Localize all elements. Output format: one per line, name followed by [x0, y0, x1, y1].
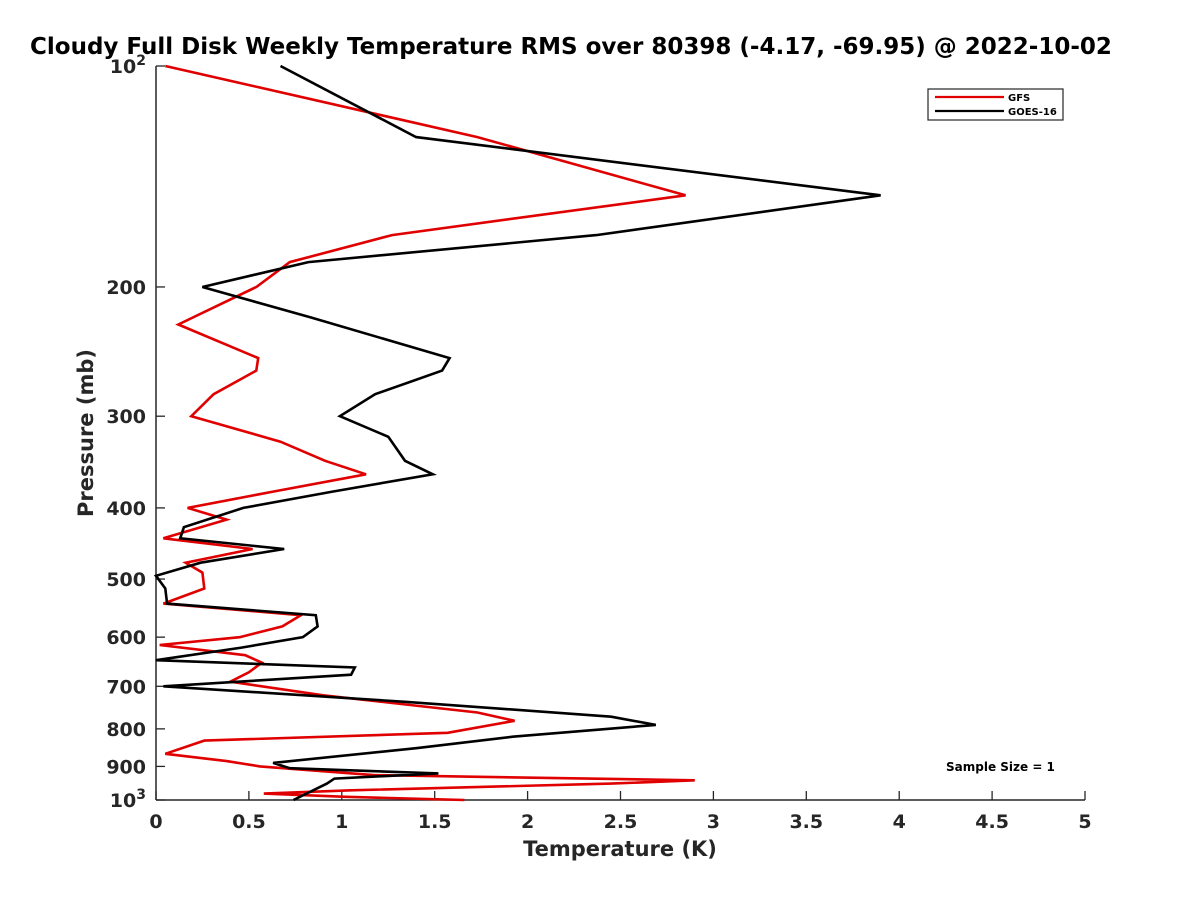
- x-tick-label: 3: [707, 811, 720, 833]
- x-tick-label: 0: [149, 811, 162, 833]
- x-tick-label: 1.5: [418, 811, 452, 833]
- legend-box: [927, 88, 1064, 121]
- y-tick-label: 700: [106, 676, 146, 698]
- x-tick-label: 4: [893, 811, 906, 833]
- x-tick-label: 5: [1078, 811, 1091, 833]
- y-tick-label: 300: [106, 406, 146, 428]
- y-tick-label: 200: [106, 277, 146, 299]
- legend-label-goes16: GOES-16: [1008, 107, 1057, 118]
- y-tick-label: 400: [106, 498, 146, 520]
- y-tick-label: 800: [106, 719, 146, 741]
- x-tick-label: 2.5: [604, 811, 638, 833]
- y-tick-label: 500: [106, 569, 146, 591]
- series-lines: [153, 64, 881, 802]
- y-tick-label: 103: [110, 787, 146, 812]
- y-ticks: 102 200 300 400 500 600 700 800 900 103: [106, 53, 165, 812]
- x-ticks: 0 0.5 1 1.5 2 2.5 3 3.5 4 4.5 5: [149, 791, 1092, 833]
- x-tick-label: 2: [521, 811, 534, 833]
- legend-label-gfs: GFS: [1008, 93, 1030, 104]
- plot-area: 0 0.5 1 1.5 2 2.5 3 3.5 4 4.5 5 102 200 300 400 500 600…: [106, 53, 1091, 833]
- series-line-gfs: [159, 64, 695, 802]
- sample-size-annotation: Sample Size = 1: [946, 760, 1055, 774]
- x-tick-label: 3.5: [789, 811, 823, 833]
- y-tick-label: 102: [110, 53, 146, 78]
- legend[interactable]: GFS GOES-16: [927, 88, 1064, 121]
- y-tick-label: 600: [106, 627, 146, 649]
- x-axis-label: Temperature (K): [523, 837, 717, 861]
- x-tick-label: 0.5: [232, 811, 266, 833]
- series-line-goes16: [153, 64, 881, 802]
- x-tick-label: 1: [335, 811, 348, 833]
- y-axis-label: Pressure (mb): [74, 349, 98, 517]
- chart-title: Cloudy Full Disk Weekly Temperature RMS …: [30, 34, 1112, 60]
- y-tick-label: 900: [106, 756, 146, 778]
- x-tick-label: 4.5: [975, 811, 1009, 833]
